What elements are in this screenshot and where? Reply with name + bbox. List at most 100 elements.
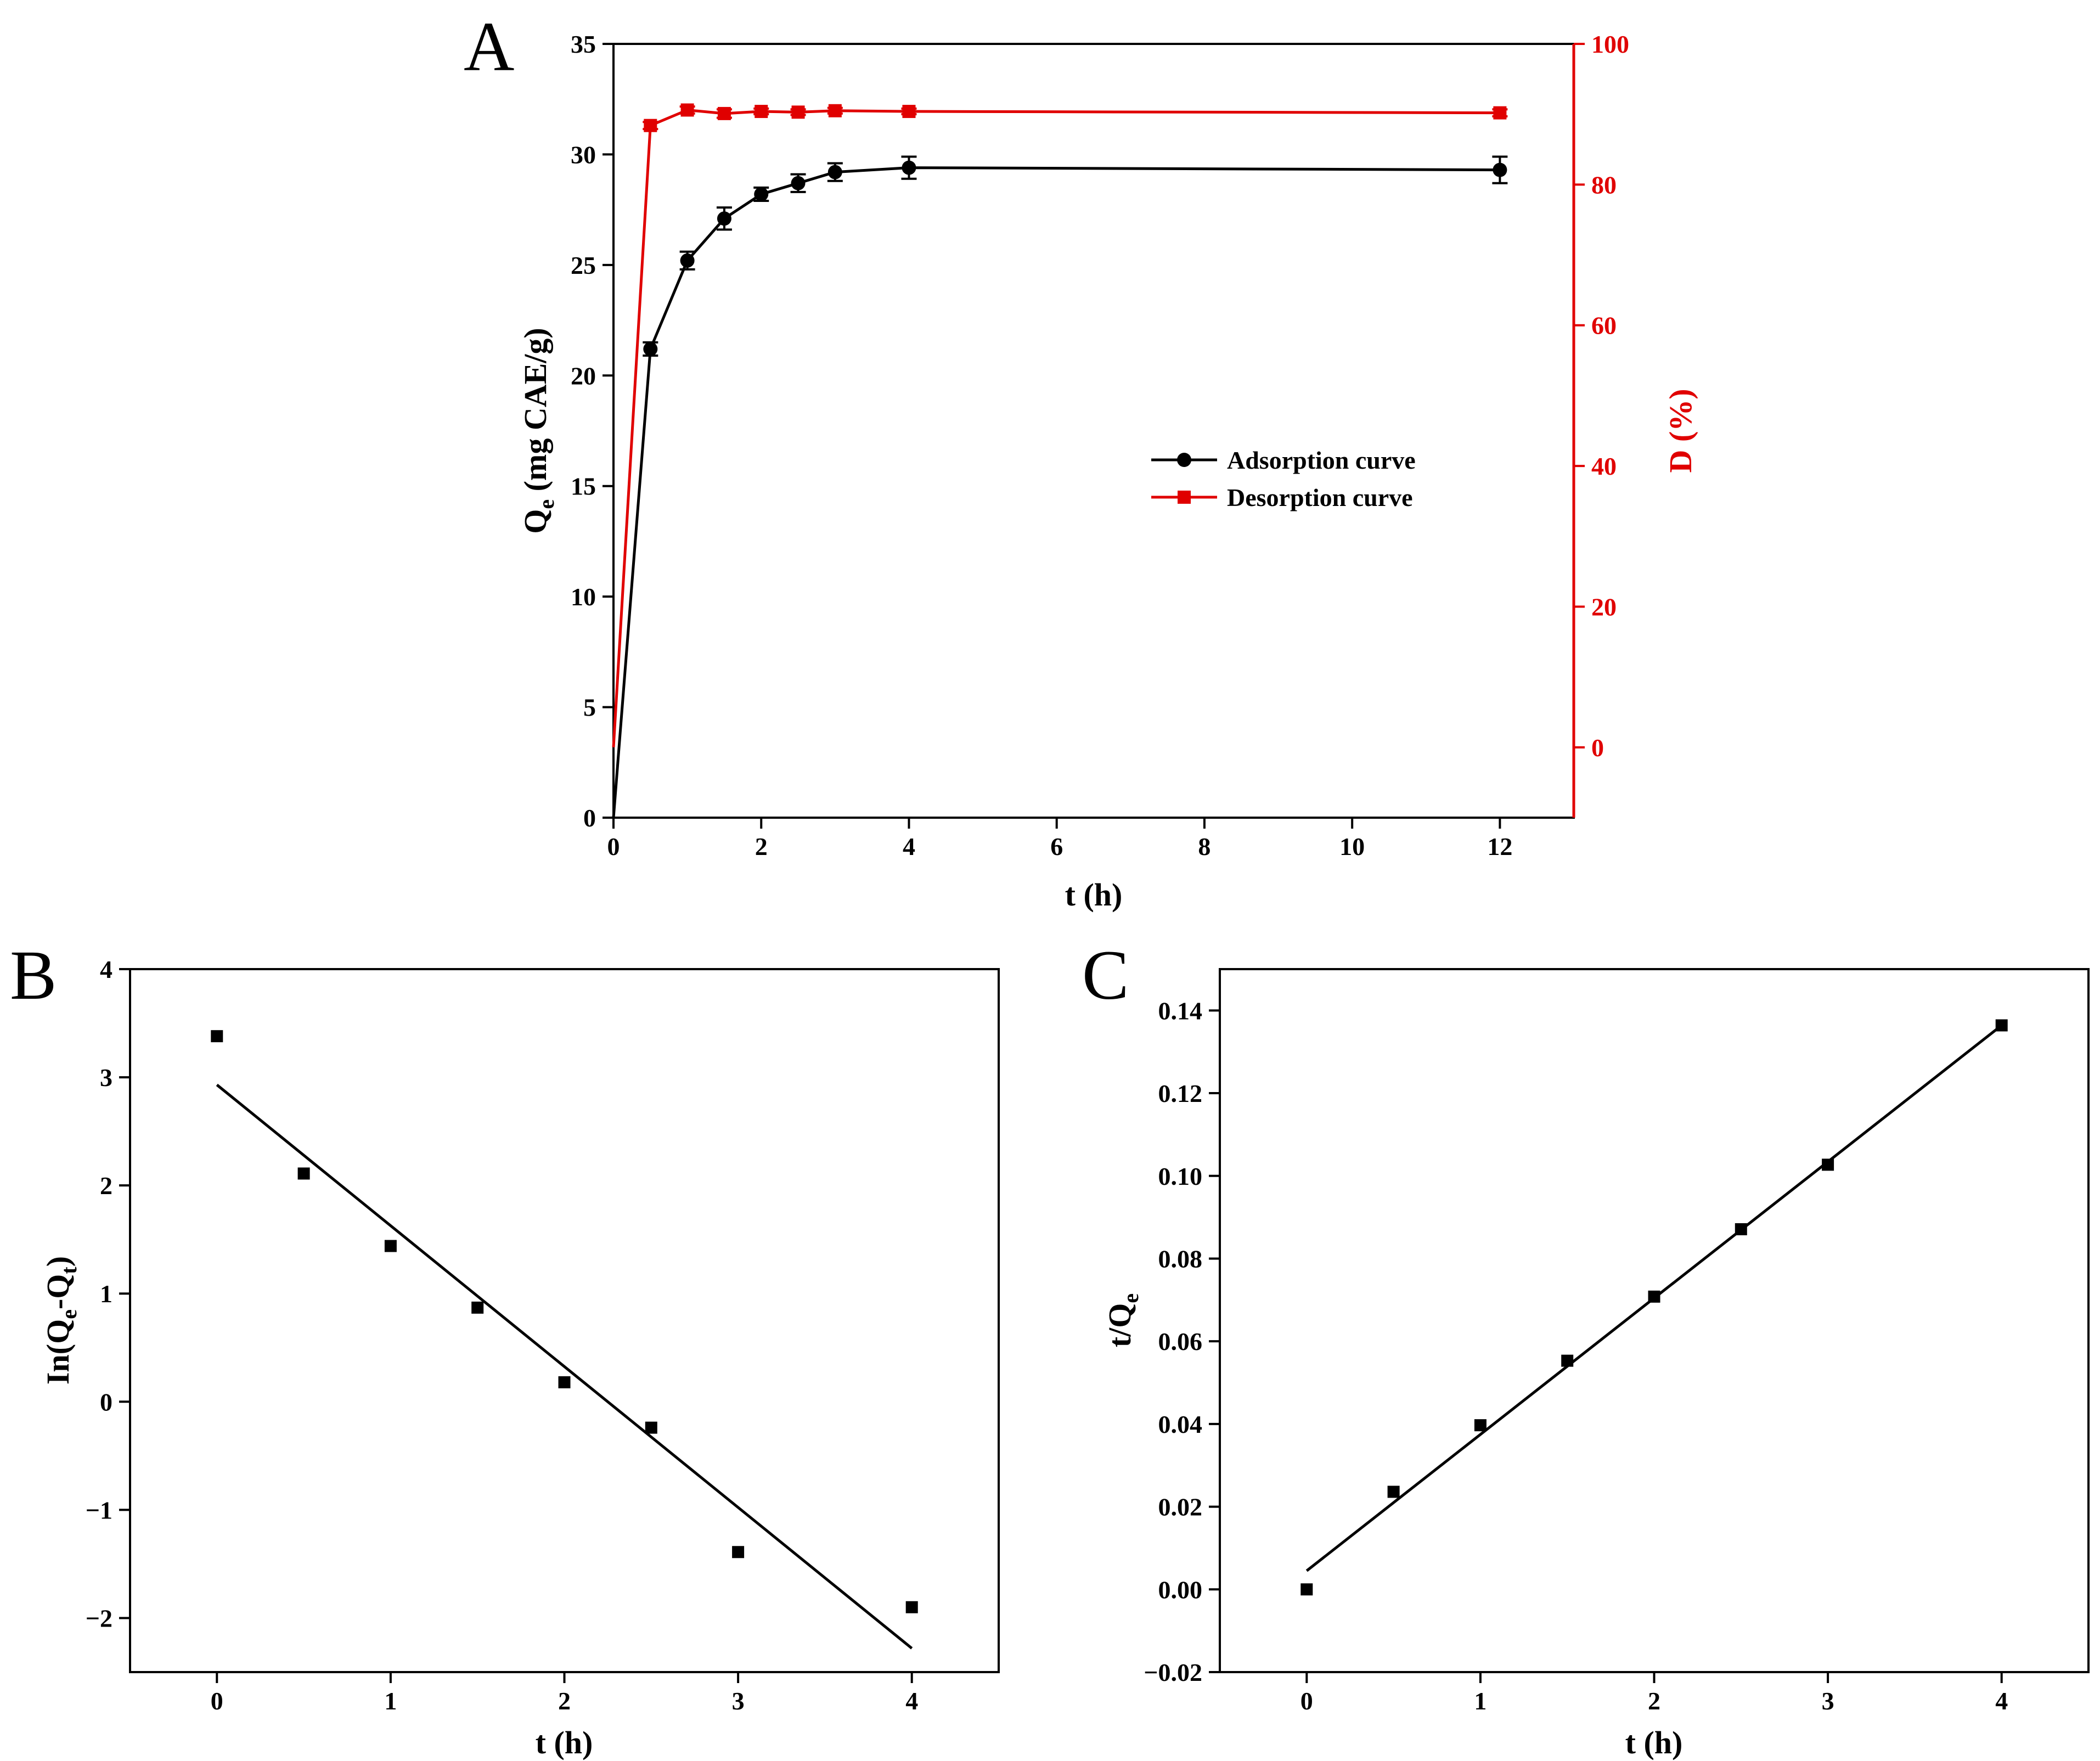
y2-tick-label-a: 100 xyxy=(1591,30,1629,58)
desorption-point xyxy=(902,105,916,119)
y-tick-label-a: 20 xyxy=(571,362,596,390)
adsorption-point xyxy=(643,341,658,356)
y-tick-label-b: 0 xyxy=(100,1388,112,1416)
x-tick-label-a: 6 xyxy=(1050,832,1063,860)
y2-tick-label-a: 40 xyxy=(1591,452,1617,480)
desorption-point xyxy=(644,119,657,132)
y2-axis-title-a: D (%) xyxy=(1663,389,1698,472)
y-tick-label-c: 0.06 xyxy=(1158,1327,1203,1355)
x-tick-label-a: 8 xyxy=(1198,832,1211,860)
y-axis-title-a: Qe (mg CAE/g) xyxy=(517,328,559,533)
data-point-b xyxy=(732,1546,745,1559)
x-tick-label-c: 1 xyxy=(1474,1687,1487,1715)
y-tick-label-c: 0.04 xyxy=(1158,1410,1203,1438)
x-tick-label-c: 0 xyxy=(1300,1687,1313,1715)
plot-frame-a xyxy=(612,43,1575,819)
adsorption-point xyxy=(902,160,916,175)
adsorption-point xyxy=(791,176,806,190)
desorption-point xyxy=(828,104,842,117)
y-tick-label-a: 5 xyxy=(583,694,596,722)
x-axis-title-c: t (h) xyxy=(1625,1725,1683,1760)
y-tick-label-a: 0 xyxy=(583,804,596,832)
x-tick-label-b: 0 xyxy=(211,1687,223,1715)
panel-b: B 0 1 2 3 4 −2 −1 0 1 2 3 4 t (h) In(Qe-Qt) xyxy=(10,936,1000,1760)
y-tick-label-c: 0.00 xyxy=(1158,1576,1203,1604)
y2-ticks-a: 0 20 40 60 80 100 xyxy=(1572,30,1629,818)
y-tick-label-b: 2 xyxy=(100,1172,112,1200)
y-tick-label-b: 1 xyxy=(100,1280,112,1308)
data-point-b xyxy=(211,1030,223,1043)
x-ticks-a: 0 2 4 6 8 10 12 xyxy=(607,818,1512,860)
y-ticks-a: 0 5 10 15 20 25 30 35 xyxy=(571,30,613,832)
y-axis-title-b-p1: e xyxy=(57,1309,81,1319)
y-tick-label-c: 0.08 xyxy=(1158,1245,1203,1273)
x-tick-label-a: 12 xyxy=(1487,832,1512,860)
data-point-c xyxy=(1561,1354,1574,1367)
data-point-b xyxy=(471,1301,484,1314)
x-tick-label-b: 2 xyxy=(558,1687,571,1715)
data-point-c xyxy=(1735,1223,1747,1235)
x-tick-label-c: 4 xyxy=(1995,1687,2008,1715)
x-tick-label-c: 3 xyxy=(1822,1687,1834,1715)
y-tick-label-a: 30 xyxy=(571,140,596,168)
y-tick-label-c: 0.14 xyxy=(1158,997,1203,1025)
y-tick-label-b: 3 xyxy=(100,1064,112,1092)
x-axis-title-b: t (h) xyxy=(536,1725,593,1760)
x-tick-label-a: 0 xyxy=(607,832,620,860)
y2-tick-label-a: 20 xyxy=(1591,593,1617,621)
legend-a: Adsorption curve Desorption curve xyxy=(1151,446,1416,511)
data-point-b xyxy=(384,1240,397,1252)
data-point-c xyxy=(1474,1419,1487,1432)
y-axis-title-b-p2: -Q xyxy=(40,1274,76,1309)
panel-letter-a: A xyxy=(464,8,514,86)
y-tick-label-b: −1 xyxy=(86,1496,112,1524)
y-axis-title-a-base: Q xyxy=(517,509,553,534)
desorption-point xyxy=(680,103,694,117)
data-point-c xyxy=(1648,1290,1660,1303)
y-axis-title-c-p1: e xyxy=(1118,1293,1143,1303)
data-point-c xyxy=(1822,1158,1834,1171)
y-tick-label-c: 0.10 xyxy=(1158,1162,1203,1190)
data-point-b xyxy=(297,1167,310,1180)
legend-marker-adsorption xyxy=(1177,453,1191,467)
data-point-c xyxy=(1995,1019,2008,1032)
y-ticks-c: −0.02 0.00 0.02 0.04 0.06 0.08 0.10 0.12 0.14 xyxy=(1144,997,1220,1686)
data-point-c xyxy=(1300,1583,1313,1596)
x-tick-label-b: 4 xyxy=(905,1687,918,1715)
y-tick-label-c: 0.02 xyxy=(1158,1493,1203,1521)
y-axis-title-b-p0: In(Q xyxy=(40,1319,76,1385)
y2-tick-label-a: 60 xyxy=(1591,312,1617,340)
series-c xyxy=(1300,1019,2008,1596)
x-tick-label-a: 2 xyxy=(755,832,768,860)
y-tick-label-a: 25 xyxy=(571,251,596,279)
y2-tick-label-a: 80 xyxy=(1591,171,1617,199)
y-axis-title-a-sub: e xyxy=(534,499,559,509)
adsorption-point xyxy=(680,253,695,268)
desorption-point xyxy=(717,106,731,120)
desorption-point xyxy=(755,105,768,119)
adsorption-point xyxy=(1493,162,1507,177)
y-tick-label-b: −2 xyxy=(86,1604,112,1632)
y-tick-label-a: 15 xyxy=(571,472,596,500)
y2-tick-label-a: 0 xyxy=(1591,734,1604,762)
y-tick-label-b: 4 xyxy=(100,955,112,983)
data-point-b xyxy=(558,1376,571,1388)
x-ticks-b: 0 1 2 3 4 xyxy=(211,1672,918,1715)
x-tick-label-b: 3 xyxy=(732,1687,745,1715)
y-axis-title-a-rest: (mg CAE/g) xyxy=(517,328,553,499)
x-ticks-c: 0 1 2 3 4 xyxy=(1300,1672,2008,1715)
plot-frame-c xyxy=(1219,968,2090,1673)
data-point-b xyxy=(645,1421,657,1434)
legend-label-adsorption: Adsorption curve xyxy=(1227,446,1416,474)
x-tick-label-c: 2 xyxy=(1648,1687,1660,1715)
panel-letter-c: C xyxy=(1082,936,1129,1014)
y-axis-title-c-p0: t/Q xyxy=(1102,1303,1138,1348)
adsorption-point xyxy=(754,187,769,201)
y-tick-label-c: −0.02 xyxy=(1144,1658,1202,1686)
panel-letter-b: B xyxy=(10,936,57,1014)
data-point-c xyxy=(1387,1486,1400,1498)
x-tick-label-a: 10 xyxy=(1339,832,1365,860)
series-a xyxy=(612,103,1508,818)
